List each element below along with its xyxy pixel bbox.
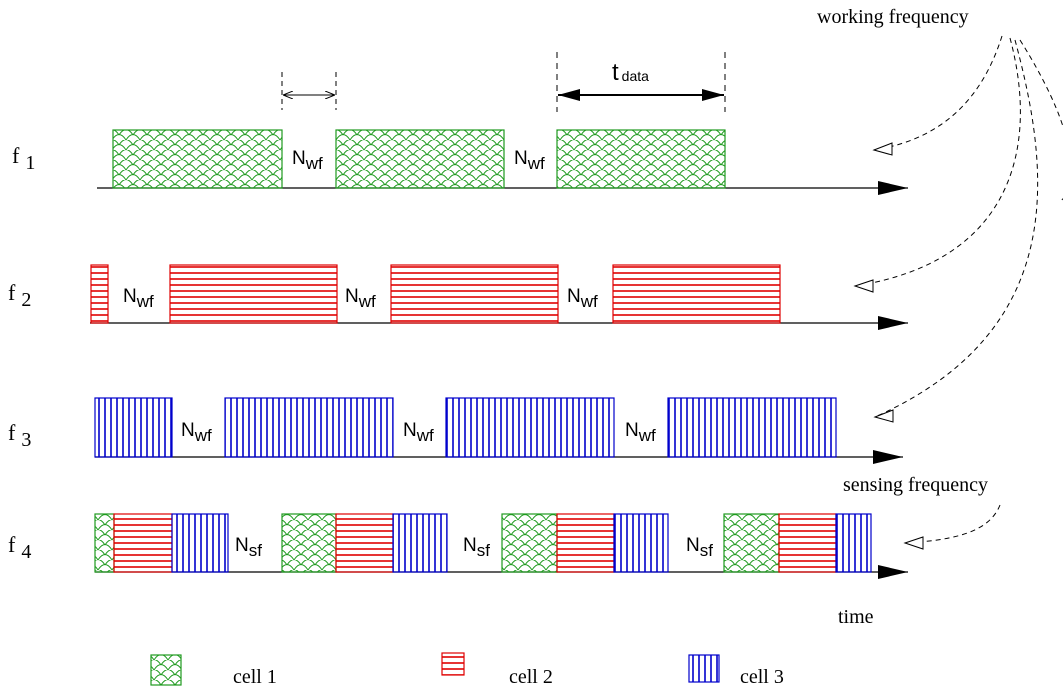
gap-label: Nwf [181, 420, 212, 445]
cell1-block [501, 513, 558, 573]
time-axis-label: time [838, 606, 874, 628]
cell3-block [613, 513, 669, 573]
cell3-block [171, 513, 229, 573]
cell1-block [94, 513, 115, 573]
gap-label: Nwf [514, 148, 545, 173]
legend-swatch-cell2 [441, 652, 465, 676]
cell3-block [835, 513, 872, 573]
working-frequency-arrowheads [853, 142, 894, 423]
gap-label: Nwf [123, 286, 154, 311]
legend-label-cell1: cell 1 [233, 666, 277, 688]
legend-swatch-cell3 [688, 654, 720, 683]
working-frequency-arrows [854, 35, 1063, 418]
gap-label: Nwf [403, 420, 434, 445]
working-frequency-label: working frequency [817, 6, 969, 28]
sensing-frequency-label: sensing frequency [843, 474, 988, 496]
sensing-frequency-arrowhead [903, 536, 924, 550]
gap-dimension-marker [281, 72, 337, 110]
cell1-block [281, 513, 337, 573]
legend-label-cell3: cell 3 [740, 666, 784, 688]
cell3-block [667, 397, 837, 458]
cell2-block [390, 264, 559, 324]
row-f1-blocks [112, 129, 726, 189]
gap-label: Nwf [345, 286, 376, 311]
sensing-frequency-arrow [904, 504, 1001, 544]
cell3-block [392, 513, 448, 573]
gap-label: Nsf [686, 535, 713, 560]
gap-label: Nwf [292, 148, 323, 173]
gap-label: Nsf [235, 535, 262, 560]
legend-label-cell2: cell 2 [509, 666, 553, 688]
cell1-block [556, 129, 726, 189]
cell2-block [90, 264, 109, 324]
cell1-block [723, 513, 780, 573]
cell3-block [224, 397, 394, 458]
cell2-block [778, 513, 837, 573]
t-data-dimension-marker [556, 52, 726, 112]
cell2-block [335, 513, 394, 573]
row-f4-blocks [94, 513, 872, 573]
cell2-block [113, 513, 173, 573]
legend-swatch-cell1 [150, 654, 182, 686]
gap-label: Nwf [625, 420, 656, 445]
cell3-block [94, 397, 173, 458]
gap-label: Nsf [463, 535, 490, 560]
cell1-block [112, 129, 283, 189]
cell2-block [612, 264, 781, 324]
cell2-block [169, 264, 338, 324]
legend: cell 1 cell 2 cell 3 [150, 652, 784, 688]
gap-label: Nwf [567, 286, 598, 311]
row-f3-blocks [94, 397, 837, 458]
row-f2-blocks [90, 264, 781, 324]
cell1-block [335, 129, 505, 189]
t-data-label: t data [612, 59, 649, 86]
cell3-block [445, 397, 615, 458]
cell2-block [556, 513, 615, 573]
